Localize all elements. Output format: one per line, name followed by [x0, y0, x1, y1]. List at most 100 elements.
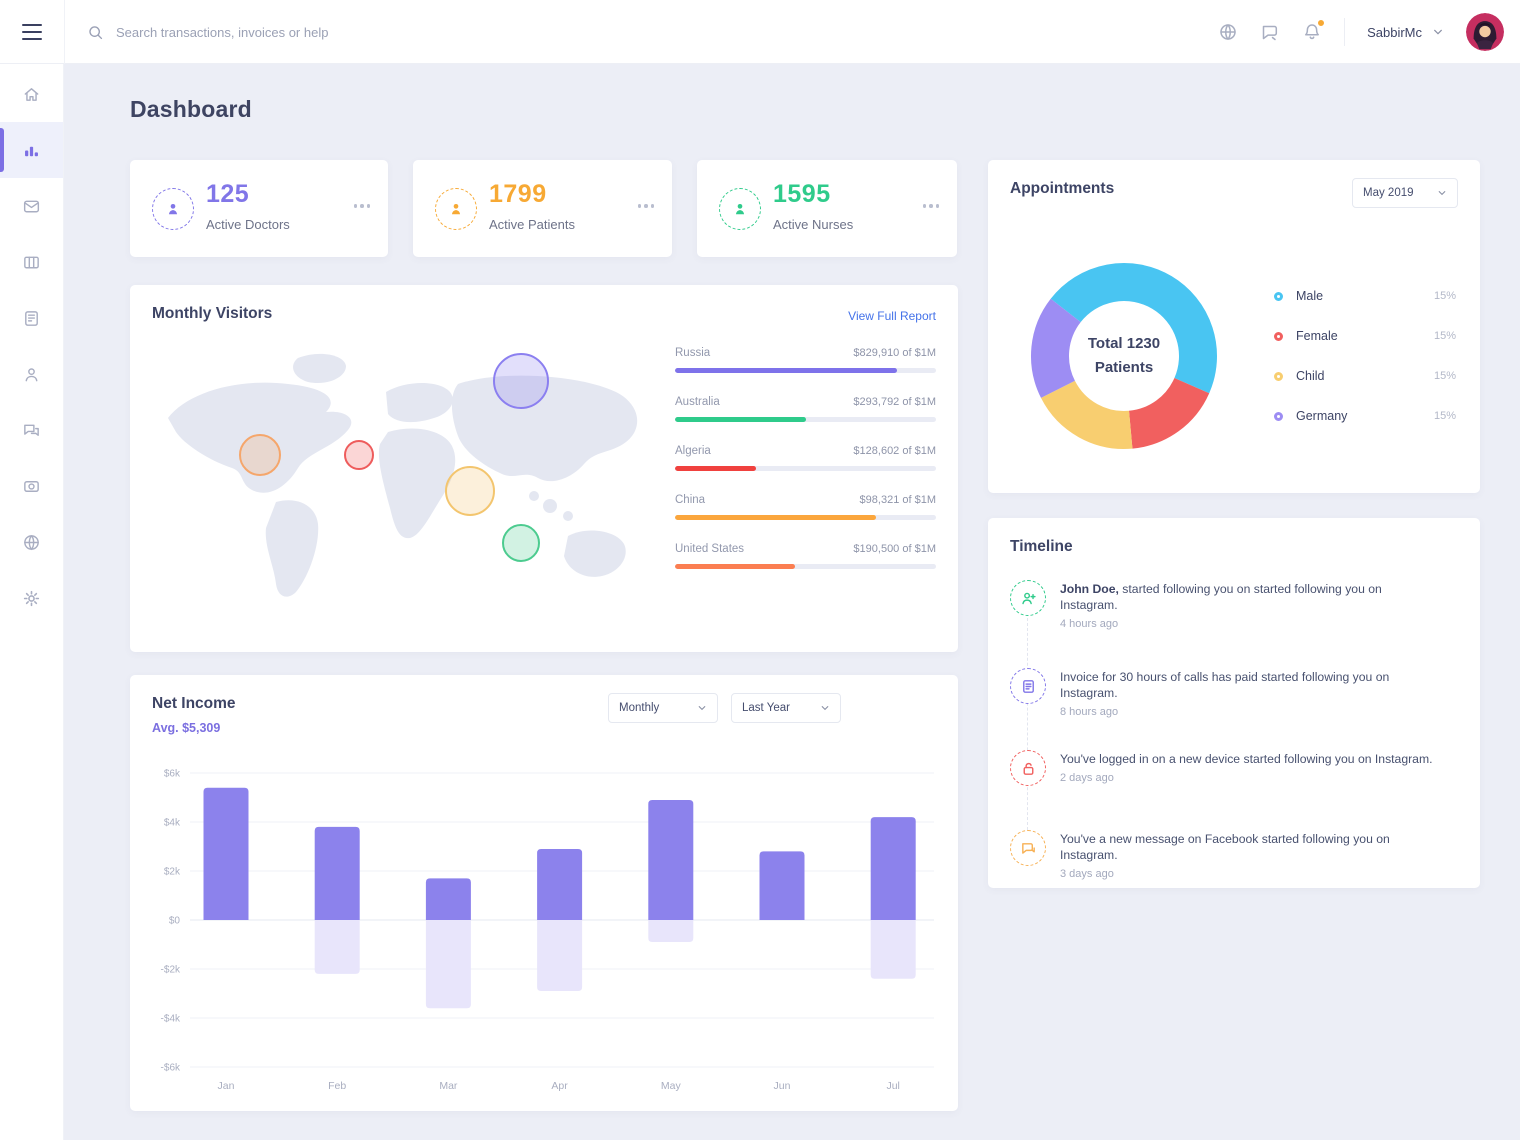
- legend-swatch: [1274, 331, 1283, 341]
- sidebar-item-inbox[interactable]: [0, 178, 63, 234]
- country-value: $128,602 of $1M: [853, 445, 936, 457]
- map-bubble-china: [445, 465, 496, 516]
- timeline-text: You've logged in on a new device started…: [1060, 752, 1433, 766]
- timeline-item: You've a new message on Facebook started…: [1010, 830, 1456, 880]
- interval-dropdown[interactable]: Monthly: [608, 693, 718, 723]
- sidebar-item-patients[interactable]: [0, 346, 63, 402]
- search-bar: [64, 0, 764, 64]
- globe-icon: [24, 534, 39, 550]
- x-tick-label: May: [661, 1080, 682, 1092]
- card-title: Timeline: [1010, 538, 1073, 555]
- stat-value: 1595: [773, 180, 831, 208]
- chevron-down-icon: [1434, 29, 1442, 35]
- map-bubble-russia: [493, 352, 550, 409]
- x-tick-label: Jun: [774, 1080, 791, 1092]
- sidebar-item-records[interactable]: [0, 290, 63, 346]
- country-list: Russia $829,910 of $1M Australia $293,792 …: [675, 347, 936, 592]
- chevron-down-icon: [698, 706, 706, 711]
- mail-icon: [23, 200, 40, 212]
- bar-negative-mar: [425, 920, 471, 1009]
- country-name: Australia: [675, 396, 720, 408]
- hamburger-menu-icon[interactable]: [22, 24, 42, 40]
- card-title: Appointments: [1010, 180, 1115, 197]
- analytics-icon: [25, 146, 38, 156]
- monthly-visitors-card: Monthly Visitors View Full Report Russia…: [130, 285, 958, 652]
- legend-swatch: [1274, 411, 1283, 421]
- user-menu[interactable]: SabbirMc: [1367, 25, 1444, 40]
- progress-fill: [675, 515, 876, 520]
- country-row: Russia $829,910 of $1M: [675, 347, 936, 396]
- timeline-text: John Doe, started following you on start…: [1060, 582, 1382, 612]
- card-menu-button[interactable]: [353, 204, 370, 208]
- bar-positive-jan: [203, 787, 249, 920]
- page-title: Dashboard: [130, 96, 252, 122]
- bar-positive-apr: [537, 848, 583, 920]
- appointments-donut-chart: [1031, 263, 1217, 449]
- country-row: Australia $293,792 of $1M: [675, 396, 936, 445]
- country-row: China $98,321 of $1M: [675, 494, 936, 543]
- top-bar: SabbirMc: [0, 0, 1520, 64]
- legend-percent: 15%: [1433, 330, 1456, 342]
- sidebar-item-messages[interactable]: [0, 402, 63, 458]
- progress-track: [675, 368, 936, 373]
- stat-label: Active Patients: [489, 217, 575, 232]
- sidebar-item-settings[interactable]: [0, 570, 63, 626]
- bar-positive-jul: [870, 817, 916, 920]
- world-map: [148, 337, 660, 605]
- card-menu-button[interactable]: [637, 204, 654, 208]
- progress-fill: [675, 417, 806, 422]
- average-label: Avg. $5,309: [152, 721, 221, 735]
- y-tick-label: $2k: [164, 867, 181, 878]
- sidebar-item-media[interactable]: [0, 458, 63, 514]
- map-bubble-australia: [502, 523, 541, 562]
- lock-icon: [1010, 750, 1046, 786]
- map-bubble-algeria: [343, 439, 374, 470]
- user-name: SabbirMc: [1367, 24, 1422, 40]
- stat-label: Active Nurses: [773, 217, 854, 232]
- legend-swatch: [1274, 291, 1283, 301]
- bell-icon[interactable]: [1302, 19, 1326, 42]
- messages-icon[interactable]: [1260, 22, 1280, 42]
- avatar[interactable]: [1466, 13, 1504, 51]
- bar-negative-feb: [314, 920, 360, 974]
- timeline-item: Invoice for 30 hours of calls has paid s…: [1010, 668, 1456, 718]
- map-bubbles: [148, 337, 660, 605]
- stat-label: Active Doctors: [206, 217, 290, 232]
- legend-percent: 15%: [1433, 410, 1456, 422]
- legend-label: Germany: [1296, 409, 1348, 423]
- donut-segment-child: [1040, 380, 1133, 449]
- sidebar-item-map[interactable]: [0, 514, 63, 570]
- view-full-report-link[interactable]: View Full Report: [848, 309, 936, 323]
- period-value: May 2019: [1363, 187, 1414, 199]
- search-input[interactable]: [116, 24, 536, 40]
- sidebar-item-departments[interactable]: [0, 234, 63, 290]
- timeline-time: 2 days ago: [1060, 772, 1114, 784]
- user-plus-icon: [1010, 580, 1046, 616]
- donut-segment-female: [1128, 377, 1210, 449]
- world-map-graphic: [168, 353, 638, 597]
- invoice-icon: [1010, 668, 1046, 704]
- net-income-card: Net Income Avg. $5,309 Monthly Last Year…: [130, 675, 958, 1111]
- country-name: Algeria: [675, 445, 711, 457]
- kanban-icon: [24, 256, 39, 268]
- legend-percent: 15%: [1433, 370, 1456, 382]
- sidebar-item-home[interactable]: [0, 66, 63, 122]
- messages-icon: [24, 424, 39, 436]
- x-tick-label: Jul: [886, 1080, 899, 1092]
- timeline-time: 4 hours ago: [1060, 618, 1119, 630]
- legend-label: Male: [1296, 289, 1324, 303]
- globe-icon[interactable]: [1218, 22, 1238, 42]
- card-menu-button[interactable]: [922, 204, 939, 208]
- country-row: Algeria $128,602 of $1M: [675, 445, 936, 494]
- chevron-down-icon: [821, 706, 829, 711]
- patients-icon: [25, 367, 38, 381]
- y-tick-label: $0: [169, 916, 181, 927]
- map-bubble-united-states: [239, 433, 282, 476]
- range-dropdown[interactable]: Last Year: [731, 693, 841, 723]
- donut-legend: Male 15% Female 15% Child 15% Germany 15…: [1274, 276, 1456, 436]
- bar-positive-mar: [425, 878, 471, 920]
- period-dropdown[interactable]: May 2019: [1352, 178, 1458, 208]
- sidebar-item-dashboard[interactable]: [0, 122, 63, 178]
- country-row: United States $190,500 of $1M: [675, 543, 936, 592]
- doctor-icon: [152, 188, 194, 230]
